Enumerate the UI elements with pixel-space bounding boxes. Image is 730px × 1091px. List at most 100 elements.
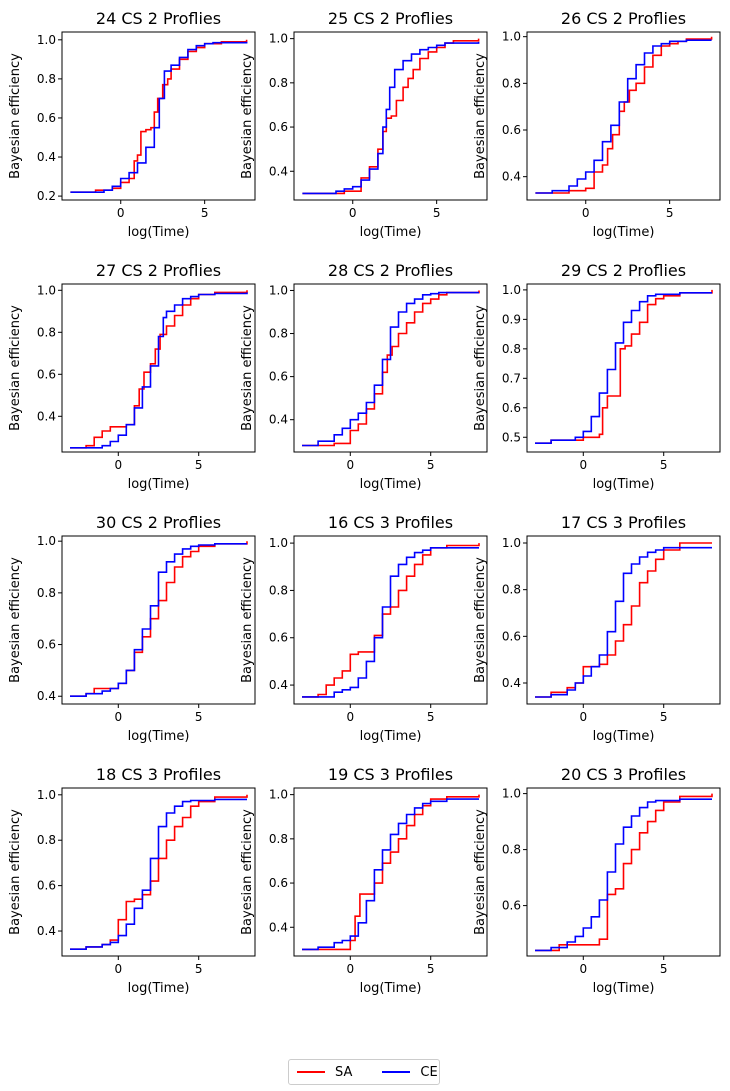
y-tick-label: 0.6 bbox=[269, 370, 288, 384]
y-tick-label: 1.0 bbox=[269, 788, 288, 802]
series-line-sa bbox=[535, 542, 712, 698]
y-tick-label: 0.6 bbox=[502, 123, 521, 137]
y-axis-label: Bayesian efficiency bbox=[240, 305, 255, 431]
subplot: 16 CS 3 Profiles 0 5 0.4 0.6 0.8 1.0 log(Time) B… bbox=[240, 513, 488, 744]
series-line-sa bbox=[535, 793, 713, 952]
x-tick-label: 5 bbox=[427, 458, 435, 472]
x-tick-label: 5 bbox=[666, 206, 674, 220]
legend-entry-sa: SA bbox=[297, 1065, 352, 1080]
y-tick-label: 0.6 bbox=[269, 120, 288, 134]
series-group bbox=[302, 38, 480, 195]
series-line-ce bbox=[302, 41, 480, 195]
series-line-ce bbox=[70, 543, 247, 697]
y-tick-label: 1.0 bbox=[37, 33, 56, 47]
series-line-ce bbox=[535, 39, 712, 194]
y-tick-label: 0.8 bbox=[37, 833, 56, 847]
series-line-sa bbox=[302, 290, 480, 447]
plot-frame bbox=[61, 31, 256, 201]
y-tick-label: 0.4 bbox=[502, 676, 521, 690]
x-tick-label: 0 bbox=[579, 962, 587, 976]
x-tick-label: 5 bbox=[433, 206, 441, 220]
legend: SA CE bbox=[288, 1059, 440, 1085]
y-tick-label: 0.8 bbox=[37, 586, 56, 600]
series-line-ce bbox=[535, 292, 712, 444]
plot-frame bbox=[61, 535, 256, 705]
y-tick-label: 0.8 bbox=[502, 843, 521, 857]
x-tick-label: 0 bbox=[114, 458, 122, 472]
x-axis-label: log(Time) bbox=[360, 225, 422, 240]
series-line-sa bbox=[302, 794, 480, 951]
y-tick-label: 0.6 bbox=[37, 111, 56, 125]
y-tick-label: 1.0 bbox=[502, 283, 521, 297]
y-axis-label: Bayesian efficiency bbox=[473, 305, 488, 431]
subplot: 28 CS 2 Proflies 0 5 0.4 0.6 0.8 1.0 log(Time) B… bbox=[240, 261, 488, 492]
y-tick-label: 0.7 bbox=[502, 371, 521, 385]
y-tick-label: 1.0 bbox=[269, 32, 288, 46]
series-line-ce bbox=[302, 547, 479, 698]
subplot: 27 CS 2 Proflies 0 5 0.4 0.6 0.8 1.0 log(Time) B… bbox=[8, 261, 256, 492]
subplot-title: 30 CS 2 Proflies bbox=[96, 513, 221, 532]
series-line-ce bbox=[535, 798, 712, 952]
series-line-sa bbox=[535, 36, 713, 194]
y-tick-label: 0.8 bbox=[37, 325, 56, 339]
legend-label-ce: CE bbox=[420, 1064, 438, 1080]
y-tick-label: 0.4 bbox=[269, 164, 288, 178]
legend-label-sa: SA bbox=[335, 1064, 353, 1080]
plot-frame bbox=[526, 535, 721, 705]
series-group bbox=[535, 542, 712, 698]
series-line-sa bbox=[70, 290, 248, 449]
y-tick-label: 1.0 bbox=[37, 283, 56, 297]
y-tick-label: 0.8 bbox=[269, 583, 288, 597]
y-tick-label: 0.2 bbox=[37, 189, 56, 203]
x-tick-label: 5 bbox=[201, 206, 209, 220]
x-axis-label: log(Time) bbox=[128, 477, 190, 492]
series-line-sa bbox=[302, 543, 480, 698]
series-group bbox=[302, 290, 480, 447]
x-tick-label: 5 bbox=[427, 962, 435, 976]
plot-frame bbox=[61, 787, 256, 957]
y-tick-label: 0.8 bbox=[269, 832, 288, 846]
subplot-title: 27 CS 2 Proflies bbox=[96, 261, 221, 280]
y-axis-label: Bayesian efficiency bbox=[8, 809, 23, 935]
y-tick-label: 0.4 bbox=[269, 413, 288, 427]
x-axis-label: log(Time) bbox=[593, 981, 655, 996]
y-tick-label: 1.0 bbox=[502, 787, 521, 801]
x-axis-label: log(Time) bbox=[360, 981, 422, 996]
y-tick-label: 1.0 bbox=[269, 283, 288, 297]
series-line-sa bbox=[70, 794, 248, 950]
x-tick-label: 5 bbox=[660, 710, 668, 724]
y-tick-label: 0.6 bbox=[37, 367, 56, 381]
subplot-title: 19 CS 3 Profiles bbox=[328, 765, 453, 784]
y-tick-label: 0.6 bbox=[37, 638, 56, 652]
series-line-ce bbox=[70, 292, 248, 449]
series-group bbox=[302, 794, 480, 951]
y-tick-label: 0.6 bbox=[502, 629, 521, 643]
y-tick-label: 0.6 bbox=[37, 879, 56, 893]
x-tick-label: 5 bbox=[195, 458, 203, 472]
subplot: 30 CS 2 Proflies 0 5 0.4 0.6 0.8 1.0 log(Time) B… bbox=[8, 513, 256, 744]
plot-frame bbox=[293, 31, 488, 201]
plot-frame bbox=[61, 283, 256, 453]
y-axis-label: Bayesian efficiency bbox=[473, 557, 488, 683]
y-axis-label: Bayesian efficiency bbox=[240, 557, 255, 683]
y-axis-label: Bayesian efficiency bbox=[8, 53, 23, 179]
x-tick-label: 0 bbox=[346, 710, 354, 724]
y-tick-label: 0.6 bbox=[269, 631, 288, 645]
plot-frame bbox=[293, 787, 488, 957]
subplot-title: 28 CS 2 Proflies bbox=[328, 261, 453, 280]
legend-line-ce bbox=[382, 1071, 411, 1073]
subplot: 29 CS 2 Proflies 0 5 0.5 0.6 0.7 0.8 0.9 1.0 log(… bbox=[473, 261, 721, 492]
x-tick-label: 0 bbox=[349, 206, 357, 220]
y-tick-label: 1.0 bbox=[269, 536, 288, 550]
plot-frame bbox=[526, 31, 721, 201]
y-tick-label: 0.6 bbox=[502, 401, 521, 415]
x-tick-label: 5 bbox=[195, 710, 203, 724]
y-tick-label: 0.4 bbox=[269, 678, 288, 692]
subplot-title: 16 CS 3 Profiles bbox=[328, 513, 453, 532]
legend-entry-ce: CE bbox=[382, 1064, 438, 1080]
series-group bbox=[70, 794, 248, 950]
y-tick-label: 1.0 bbox=[502, 30, 521, 44]
x-tick-label: 0 bbox=[346, 962, 354, 976]
series-line-sa bbox=[302, 38, 480, 195]
y-tick-label: 0.8 bbox=[502, 76, 521, 90]
